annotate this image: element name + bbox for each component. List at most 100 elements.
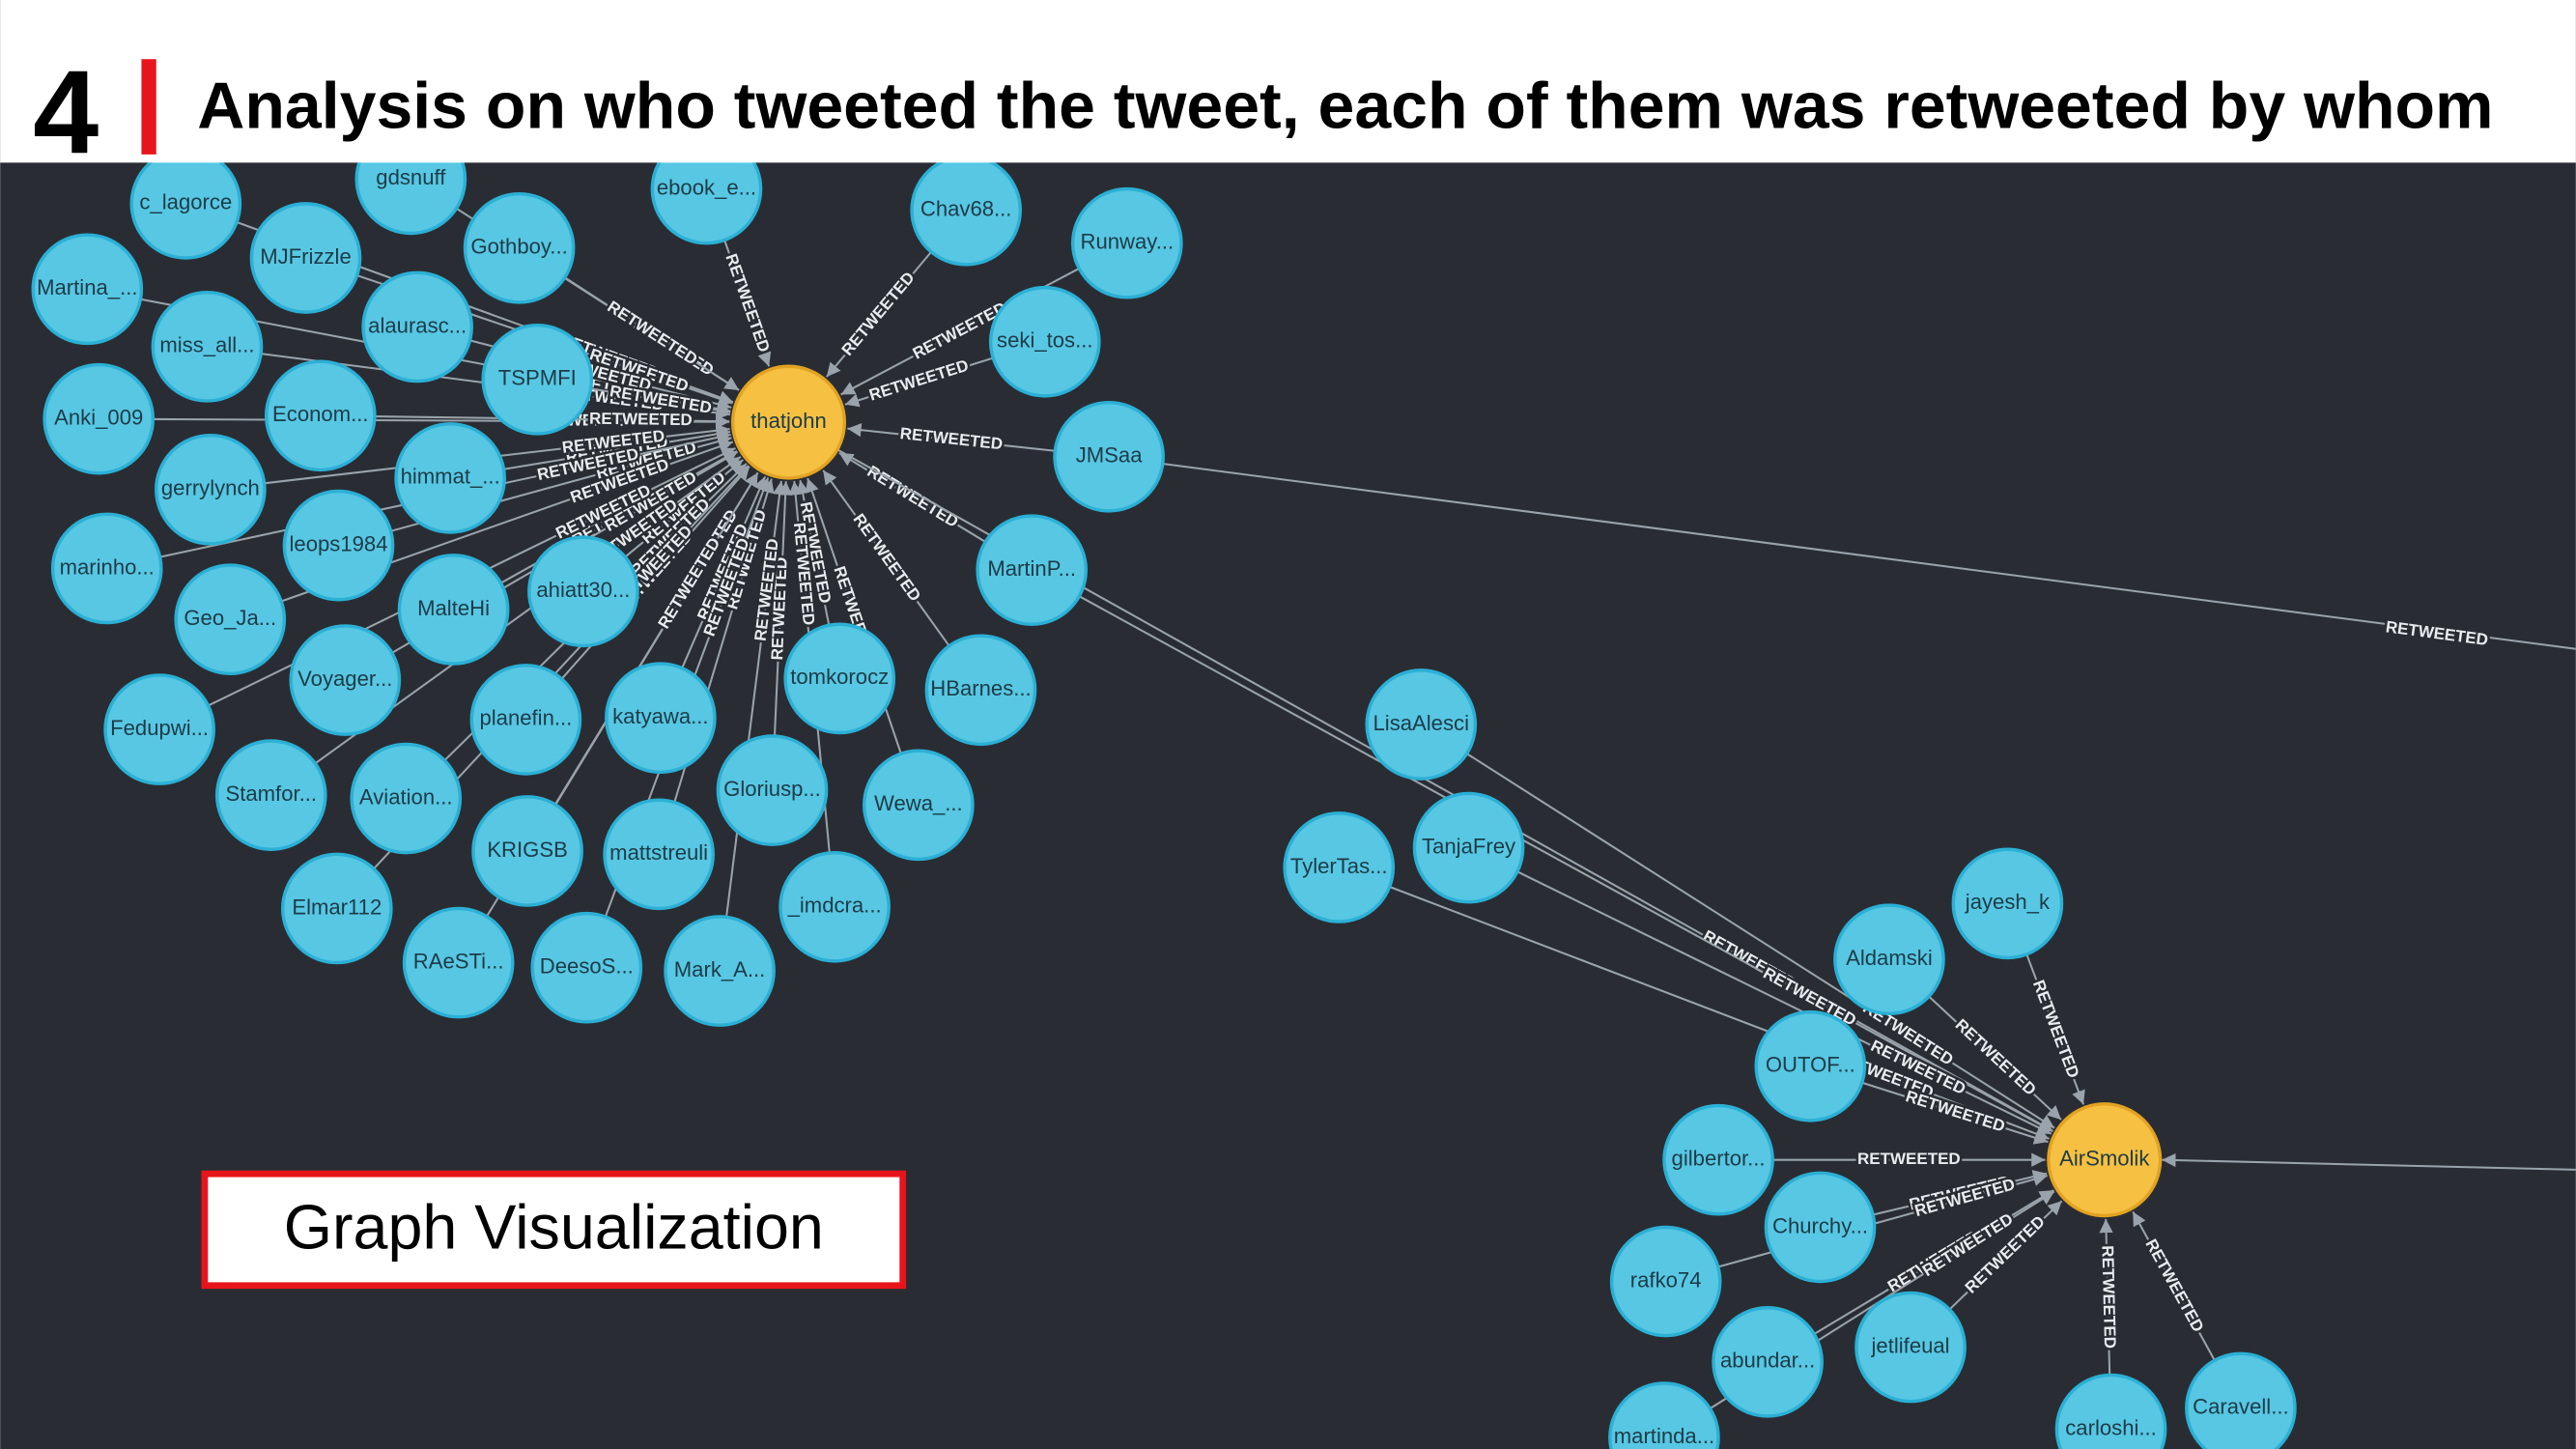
node-label: Aviation... [359, 784, 453, 809]
retweeter-node [1754, 1009, 1867, 1122]
node-label: JMSaa [1076, 443, 1143, 468]
node-label: c_lagorce [139, 190, 232, 214]
retweeter-node [783, 622, 896, 735]
edge [1861, 1081, 2049, 1145]
slide-number: 4 [33, 45, 99, 178]
retweeter-node [1951, 847, 2064, 960]
node-label: TylerTas... [1290, 854, 1388, 878]
retweeter-node [778, 850, 891, 963]
node-label: alaurasc... [368, 313, 467, 337]
node-label: Geo_Ja... [184, 606, 276, 630]
node-label: gilbertor... [1672, 1147, 1766, 1171]
retweeter-node [716, 734, 829, 846]
node-label: Mark_A... [674, 957, 766, 981]
node-label: jetlifeual [1871, 1333, 1950, 1357]
node-label: thatjohn [750, 409, 827, 433]
retweeter-node [988, 285, 1101, 398]
node-label: Econom... [272, 402, 368, 426]
retweeter-node [264, 359, 377, 472]
node-label: katyawa... [612, 704, 708, 728]
edge [826, 251, 932, 378]
node-label: leops1984 [290, 531, 388, 555]
retweeter-node [282, 489, 395, 602]
node-label: carloshi... [2065, 1415, 2157, 1439]
edge [503, 427, 731, 470]
retweeter-node [249, 202, 362, 314]
node-label: Voyager... [297, 667, 392, 691]
edge [681, 475, 767, 669]
retweeter-node [151, 291, 264, 403]
node-label: MartinP... [987, 556, 1076, 581]
node-label: jayesh_k [1965, 890, 2051, 914]
node-label: Runway... [1081, 230, 1175, 254]
edge [1389, 886, 2050, 1141]
retweeter-node [289, 624, 402, 736]
edge [2099, 1218, 2113, 1376]
retweeter-node [397, 554, 510, 666]
slide-title: Analysis on who tweeted the tweet, each … [197, 70, 2493, 143]
node-label: Anki_009 [54, 406, 143, 430]
edge [1108, 455, 2576, 650]
edge [624, 459, 744, 558]
retweeter-node [50, 512, 163, 625]
node-label: rafko74 [1630, 1267, 1702, 1292]
retweeter-node [1662, 1103, 1774, 1216]
edge-label: RETWEETED [1857, 1150, 1961, 1168]
node-label: Martina_... [37, 275, 137, 299]
edge [1948, 1200, 2063, 1311]
edge-label: RETWEETED [2098, 1245, 2119, 1349]
node-label: RAeSTi... [413, 949, 504, 973]
edge [1078, 595, 2053, 1133]
node-label: TanjaFrey [1422, 834, 1515, 858]
edge [723, 240, 772, 367]
retweeter-node [603, 798, 715, 911]
node-label: marinho... [60, 554, 155, 579]
retweeter-node [2054, 1373, 2167, 1449]
node-label: MJFrizzle [260, 244, 352, 269]
retweeter-node [481, 324, 594, 436]
node-label: ebook_e... [657, 175, 756, 199]
node-label: OUTOF... [1766, 1053, 1855, 1077]
retweeter-node [527, 535, 639, 648]
edge [796, 479, 831, 626]
retweeter-node [1609, 1225, 1722, 1338]
node-label: _imdcra... [787, 894, 882, 918]
retweeter-node [280, 852, 393, 965]
edge [1813, 1189, 2054, 1335]
node-label: TSPMFI [498, 366, 577, 390]
retweeter-node [1833, 903, 1945, 1016]
edge [1516, 870, 2052, 1135]
node-label: mattstreuli [609, 840, 708, 865]
edge [2162, 1152, 2576, 1171]
edge [1872, 1170, 2048, 1216]
caption-box [201, 1170, 907, 1290]
retweeter-node [31, 233, 144, 346]
node-label: Caravell... [2193, 1394, 2288, 1418]
edge [847, 423, 1056, 452]
node-label: KRIGSB [487, 838, 568, 862]
node-label: Wewa_... [874, 791, 963, 815]
accent-bar [141, 59, 156, 155]
retweeter-node [1283, 811, 1396, 923]
retweeter-node [350, 742, 463, 855]
node-label: Gothboy... [470, 235, 567, 259]
retweeter-node [924, 634, 1037, 747]
edge [2025, 953, 2085, 1105]
retweeter-node [361, 270, 473, 384]
edge [590, 387, 731, 417]
node-label: Elmar112 [292, 895, 382, 919]
retweeter-node [863, 749, 975, 862]
edge [1466, 753, 2055, 1129]
edge-label: RETWEETED [589, 410, 693, 429]
node-label: Aldamski [1846, 946, 1933, 970]
edge [773, 481, 793, 737]
retweeter-node [1608, 1381, 1720, 1449]
retweeter-node [402, 906, 515, 1019]
retweeter-node [1053, 400, 1165, 513]
caption: Graph Visualization [284, 1193, 824, 1263]
node-label: martinda... [1614, 1424, 1714, 1448]
retweeter-node [214, 739, 327, 851]
node-label: miss_all... [159, 333, 254, 357]
retweeter-node [605, 662, 717, 775]
header-band [0, 0, 2576, 163]
